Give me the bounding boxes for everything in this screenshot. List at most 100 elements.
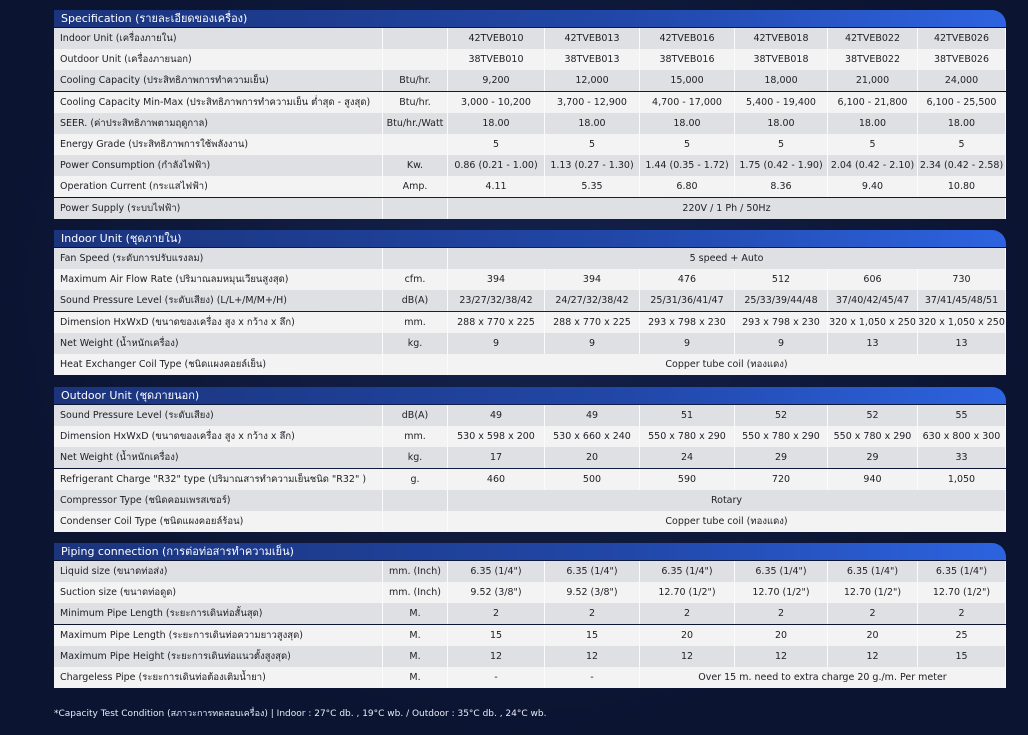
- value-cell: 24: [640, 447, 735, 469]
- table-row: Refrigerant Charge "R32" type (ปริมาณสาร…: [54, 468, 1006, 490]
- value-cell: 5.35: [545, 176, 640, 198]
- value-cell: 13: [918, 332, 1006, 354]
- row-unit: Amp.: [383, 176, 448, 198]
- value-cell: 550 x 780 x 290: [640, 426, 735, 448]
- value-cell: Copper tube coil (ทองแดง): [448, 354, 1006, 375]
- value-cell: 10.80: [918, 176, 1006, 198]
- value-cell: 18.00: [448, 112, 545, 134]
- value-cell: 18.00: [828, 112, 918, 134]
- row-unit: kg.: [383, 447, 448, 469]
- table-section: Specification (รายละเอียดของเครื่อง) Indo…: [54, 10, 1006, 219]
- table-section: Outdoor Unit (ชุดภายนอก) Sound Pressure L…: [54, 387, 1006, 532]
- table-row: Maximum Pipe Height (ระยะการเดินท่อแนวตั…: [54, 645, 1006, 667]
- value-cell: 2: [448, 603, 545, 625]
- value-cell: 24/27/32/38/42: [545, 290, 640, 312]
- table-row: Power Consumption (กำลังไฟฟ้า) Kw. 0.86 (0…: [54, 155, 1006, 177]
- value-cell: 2: [545, 603, 640, 625]
- value-cell: Rotary: [448, 489, 1006, 511]
- value-cell: 17: [448, 447, 545, 469]
- value-cell: 320 x 1,050 x 250: [918, 311, 1006, 333]
- row-unit: dB(A): [383, 290, 448, 312]
- table-row: Compressor Type (ชนิดคอมเพรสเซอร์) Rotary: [54, 489, 1006, 511]
- value-cell: 6.35 (1/4"): [545, 561, 640, 582]
- value-cell: 606: [828, 269, 918, 291]
- value-cell: 42TVEB022: [828, 28, 918, 49]
- footnote: *Capacity Test Condition (สภาวะการทดสอบเ…: [54, 709, 547, 719]
- value-cell: 5: [545, 134, 640, 155]
- value-cell: 38TVEB013: [545, 49, 640, 71]
- row-label: Power Supply (ระบบไฟฟ้า): [54, 197, 383, 219]
- value-cell: 8.36: [735, 176, 828, 198]
- value-cell: 42TVEB010: [448, 28, 545, 49]
- value-cell: 18.00: [545, 112, 640, 134]
- row-label: Chargeless Pipe (ระยะการเดินท่อต้องเติมน…: [54, 667, 383, 688]
- table-row: Suction size (ขนาดท่อดูด) mm. (Inch) 9.52 …: [54, 582, 1006, 604]
- table-row: Cooling Capacity Min-Max (ประสิทธิภาพการ…: [54, 91, 1006, 113]
- value-cell: 9: [640, 332, 735, 354]
- value-cell: 12: [828, 645, 918, 667]
- value-cell: 25/31/36/41/47: [640, 290, 735, 312]
- value-cell: 25: [918, 624, 1006, 646]
- row-unit: mm.: [383, 311, 448, 333]
- row-unit: [383, 28, 448, 49]
- section-header: Piping connection (การต่อท่อสารทำความเย็…: [54, 543, 1006, 560]
- value-cell: 476: [640, 269, 735, 291]
- section-header: Indoor Unit (ชุดภายใน): [54, 230, 1006, 247]
- row-label: Energy Grade (ประสิทธิภาพการใช้พลังงาน): [54, 134, 383, 155]
- row-unit: M.: [383, 624, 448, 646]
- value-cell: 394: [545, 269, 640, 291]
- value-cell: 6.35 (1/4"): [918, 561, 1006, 582]
- value-cell: 12.70 (1/2"): [828, 582, 918, 604]
- value-cell: 9,200: [448, 70, 545, 92]
- value-cell: 18.00: [918, 112, 1006, 134]
- value-cell: 550 x 780 x 290: [828, 426, 918, 448]
- value-cell: 6.80: [640, 176, 735, 198]
- table-row: Maximum Pipe Length (ระยะการเดินท่อความย…: [54, 624, 1006, 646]
- value-cell: 20: [545, 447, 640, 469]
- row-label: Suction size (ขนาดท่อดูด): [54, 582, 383, 604]
- row-unit: kg.: [383, 332, 448, 354]
- value-cell: 15: [448, 624, 545, 646]
- row-unit: mm. (Inch): [383, 561, 448, 582]
- table-row: Cooling Capacity (ประสิทธิภาพการทำความเย…: [54, 70, 1006, 92]
- table-row: Indoor Unit (เครื่องภายใน) 42TVEB010 42TVE…: [54, 28, 1006, 49]
- value-cell: 18.00: [735, 112, 828, 134]
- value-cell: 9: [545, 332, 640, 354]
- table-row: Liquid size (ขนาดท่อส่ง) mm. (Inch) 6.35 (…: [54, 561, 1006, 582]
- table-section: Indoor Unit (ชุดภายใน) Fan Speed (ระดับกา…: [54, 230, 1006, 375]
- row-label: Net Weight (น้ำหนักเครื่อง): [54, 332, 383, 354]
- value-cell: 5: [828, 134, 918, 155]
- value-cell: 38TVEB010: [448, 49, 545, 71]
- table-row: Chargeless Pipe (ระยะการเดินท่อต้องเติมน…: [54, 667, 1006, 688]
- value-cell: 6.35 (1/4"): [640, 561, 735, 582]
- table-row: Dimension HxWxD (ขนาดของเครื่อง สูง x กว…: [54, 426, 1006, 448]
- row-label: Condenser Coil Type (ชนิดแผงคอยล์ร้อน): [54, 511, 383, 532]
- row-label: Cooling Capacity (ประสิทธิภาพการทำความเย…: [54, 70, 383, 92]
- table-row: Net Weight (น้ำหนักเครื่อง) kg. 17 20 24 29 29…: [54, 447, 1006, 469]
- table-row: Heat Exchanger Coil Type (ชนิดแผงคอยล์เย…: [54, 354, 1006, 375]
- value-cell: 37/40/42/45/47: [828, 290, 918, 312]
- row-label: Maximum Pipe Length (ระยะการเดินท่อความย…: [54, 624, 383, 646]
- value-cell: 15: [918, 645, 1006, 667]
- value-cell: 9.40: [828, 176, 918, 198]
- value-cell: 460: [448, 468, 545, 490]
- value-cell: 1,050: [918, 468, 1006, 490]
- value-cell: 38TVEB026: [918, 49, 1006, 71]
- value-cell: 2.34 (0.42 - 2.58): [918, 155, 1006, 177]
- value-cell: 288 x 770 x 225: [545, 311, 640, 333]
- row-unit: [383, 49, 448, 71]
- table-section: Piping connection (การต่อท่อสารทำความเย็…: [54, 543, 1006, 688]
- row-unit: Btu/hr.: [383, 91, 448, 113]
- value-cell: 15: [545, 624, 640, 646]
- value-cell: 5,400 - 19,400: [735, 91, 828, 113]
- value-cell: 6.35 (1/4"): [735, 561, 828, 582]
- value-cell: 9: [735, 332, 828, 354]
- table-row: SEER. (ค่าประสิทธิภาพตามฤดูกาล) Btu/hr./W…: [54, 112, 1006, 134]
- table-row: Dimension HxWxD (ขนาดของเครื่อง สูง x กว…: [54, 311, 1006, 333]
- value-cell: 20: [735, 624, 828, 646]
- row-unit: g.: [383, 468, 448, 490]
- value-cell: Over 15 m. need to extra charge 20 g./m.…: [640, 667, 1006, 688]
- value-cell: 0.86 (0.21 - 1.00): [448, 155, 545, 177]
- value-cell: 4.11: [448, 176, 545, 198]
